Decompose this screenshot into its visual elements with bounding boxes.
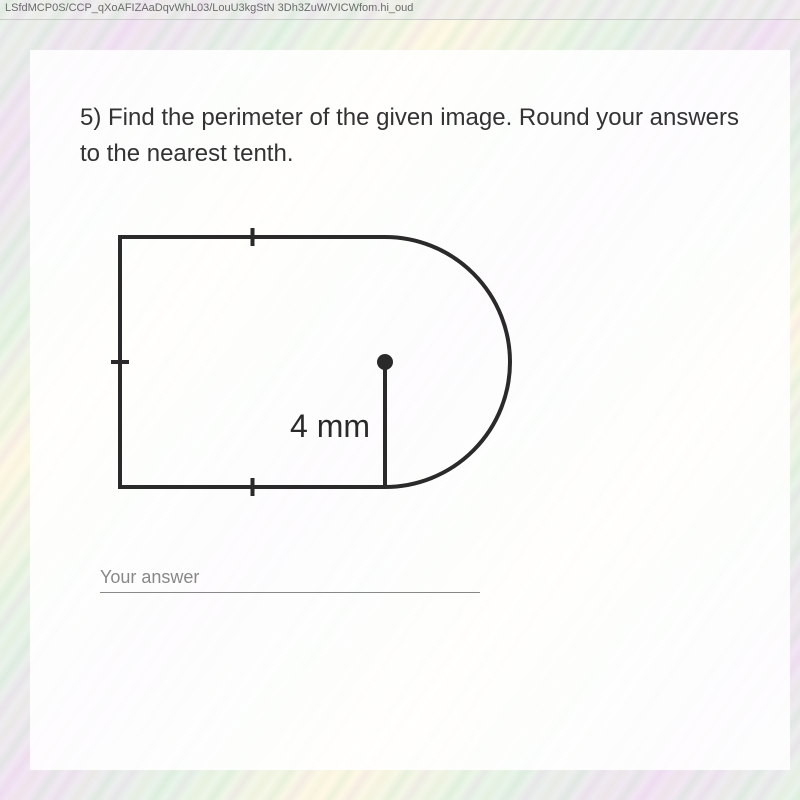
geometry-figure: 4 mm	[100, 217, 750, 517]
question-number: 5)	[80, 104, 101, 131]
perimeter-shape-svg: 4 mm	[100, 217, 550, 517]
answer-section: Your answer	[100, 567, 750, 593]
composite-shape-outline	[120, 237, 510, 487]
center-dot	[377, 354, 393, 370]
answer-input[interactable]: Your answer	[100, 567, 480, 593]
radius-label: 4 mm	[290, 408, 370, 444]
question-body: Find the perimeter of the given image. R…	[80, 104, 739, 167]
url-bar-fragment: LSfdMCP0S/CCP_qXoAFIZAaDqvWhL03/LouU3kgS…	[0, 0, 800, 20]
question-card: 5) Find the perimeter of the given image…	[30, 50, 790, 770]
question-prompt: 5) Find the perimeter of the given image…	[80, 100, 750, 172]
